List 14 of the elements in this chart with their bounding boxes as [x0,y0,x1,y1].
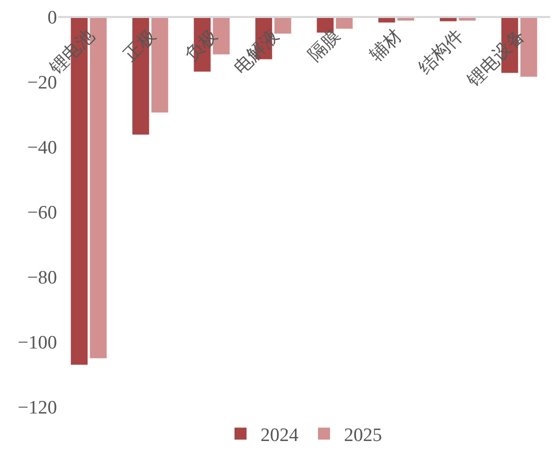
y-tick-label: −80 [27,268,57,289]
x-tick-label: 负极 [181,25,221,65]
x-tick-label: 辅材 [366,25,406,65]
y-tick-label: −100 [18,332,57,354]
x-tick-label: 隔膜 [304,25,344,65]
x-tick-label: 正极 [120,25,160,65]
y-tick-label: −20 [27,72,57,94]
legend-label: 2024 [260,425,299,446]
x-tick-label: 电解液 [230,25,282,78]
legend-label: 2025 [344,425,382,446]
y-tick-label: −120 [18,398,57,419]
y-tick-label: 0 [48,8,57,29]
y-tick-label: −60 [27,202,57,224]
y-tick-label: −40 [27,138,57,159]
